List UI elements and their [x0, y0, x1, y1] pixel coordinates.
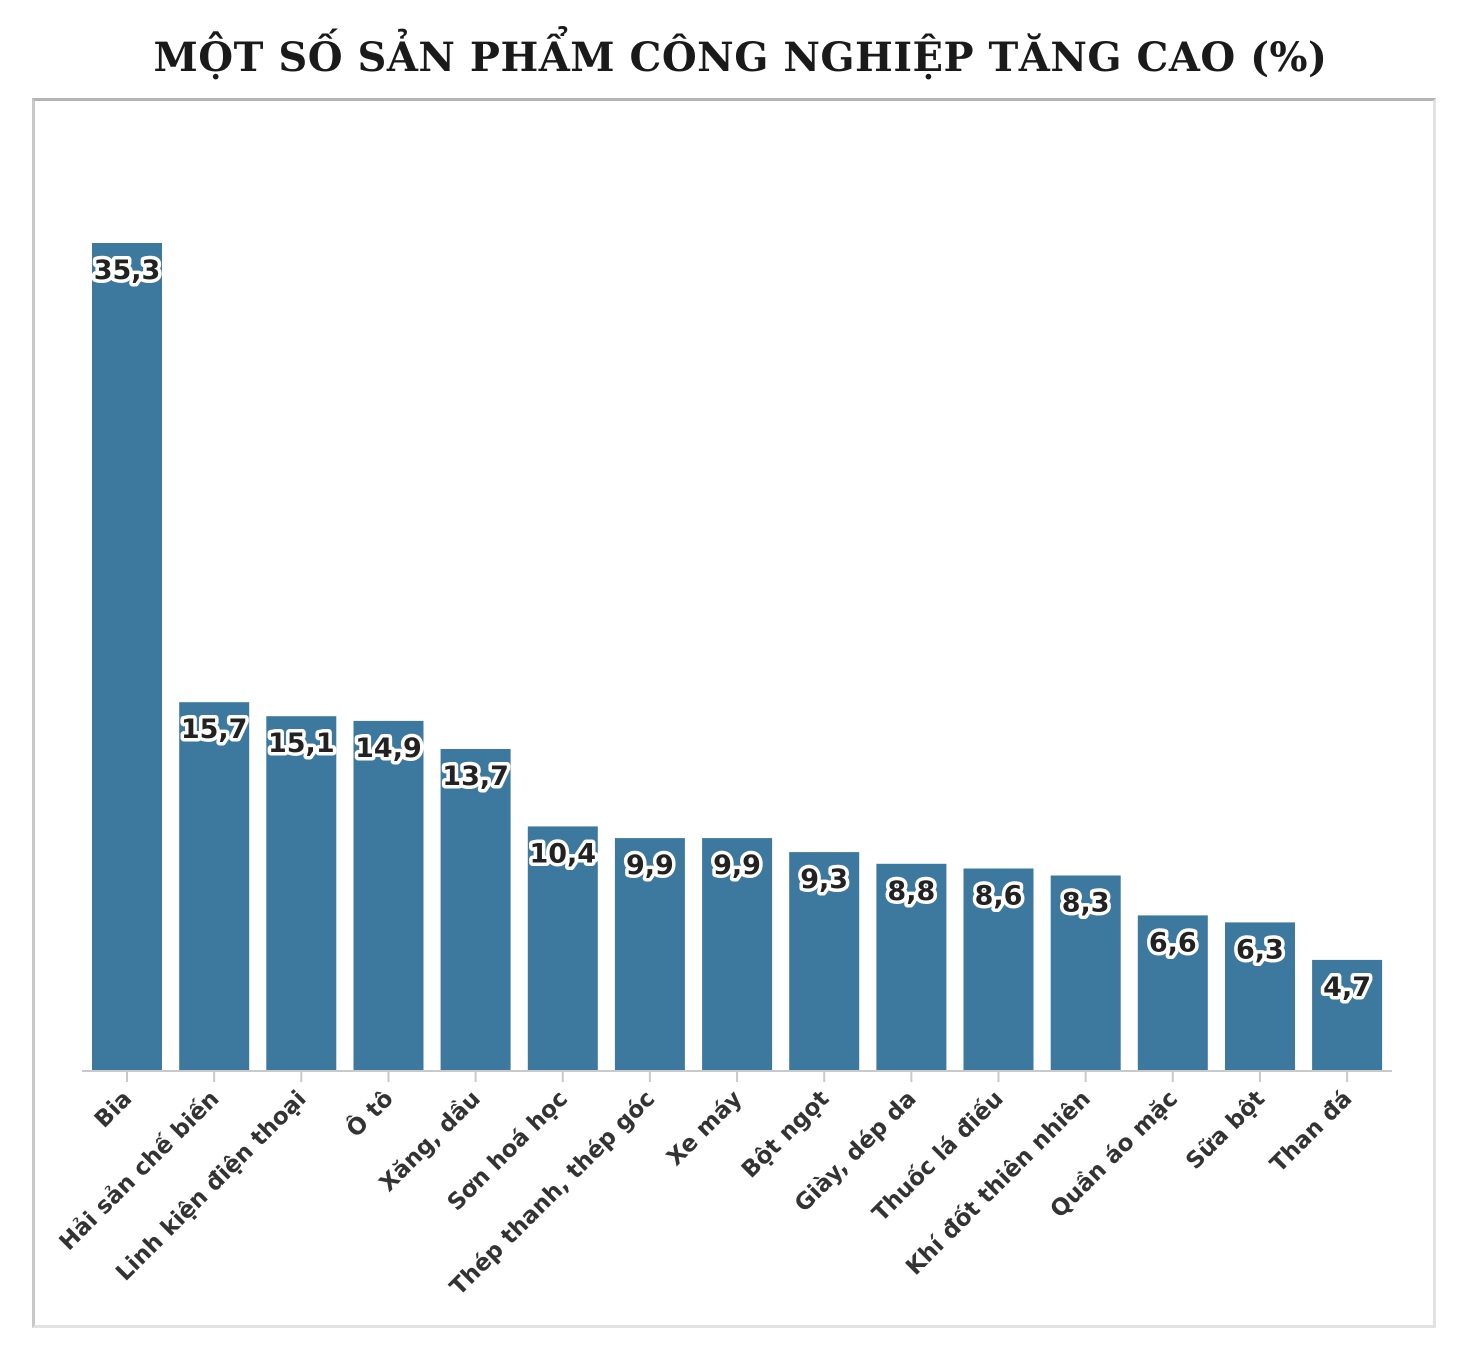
value-label-9: 8,8 — [887, 876, 935, 907]
category-label-13: Sữa bột — [1181, 1086, 1270, 1175]
bar-3 — [353, 720, 424, 1070]
chart-frame — [32, 98, 1436, 1328]
category-label-7: Xe máy — [662, 1086, 747, 1171]
value-label-2: 15,1 — [268, 728, 335, 759]
category-label-14: Than đá — [1265, 1086, 1357, 1178]
bar-7 — [702, 838, 773, 1070]
bar-8 — [789, 852, 860, 1070]
chart-title: MỘT SỐ SẢN PHẨM CÔNG NGHIỆP TĂNG CAO (%) — [153, 34, 1328, 81]
bar-0 — [92, 243, 162, 1070]
value-label-1: 15,7 — [181, 714, 248, 745]
category-label-3: Ô tô — [340, 1084, 398, 1142]
bar-11 — [1050, 875, 1121, 1070]
bar-4 — [440, 749, 511, 1070]
bar-10 — [963, 868, 1034, 1070]
value-label-11: 8,3 — [1062, 888, 1110, 919]
value-label-7: 9,9 — [713, 850, 761, 881]
bar-14 — [1312, 959, 1383, 1070]
value-label-8: 9,3 — [800, 864, 848, 895]
bar-5 — [527, 826, 598, 1070]
value-label-0: 35,3 — [94, 255, 161, 286]
value-label-3: 14,9 — [355, 733, 422, 764]
value-label-6: 9,9 — [626, 850, 674, 881]
value-label-14: 4,7 — [1323, 972, 1371, 1003]
value-label-10: 8,6 — [975, 881, 1023, 912]
value-label-5: 10,4 — [529, 838, 596, 869]
category-label-0: Bia — [90, 1086, 137, 1133]
value-label-4: 13,7 — [442, 761, 509, 792]
bar-1 — [179, 702, 250, 1070]
x-ticks-group — [126, 1072, 1349, 1082]
value-label-12: 6,6 — [1149, 927, 1197, 958]
value-label-13: 6,3 — [1236, 934, 1284, 965]
bar-12 — [1137, 915, 1208, 1070]
value-labels-group: 35,3 15,7 15,1 14,9 13,7 10,4 9,9 9,9 9,3 8,8 8,6 8… — [90, 252, 1374, 1007]
bar-6 — [614, 838, 685, 1070]
bars-group — [92, 243, 1383, 1070]
category-label-1: Hải sản chế biến — [54, 1085, 225, 1256]
bar-13 — [1225, 922, 1295, 1070]
bar-9 — [876, 863, 947, 1070]
bar-2 — [266, 716, 337, 1070]
